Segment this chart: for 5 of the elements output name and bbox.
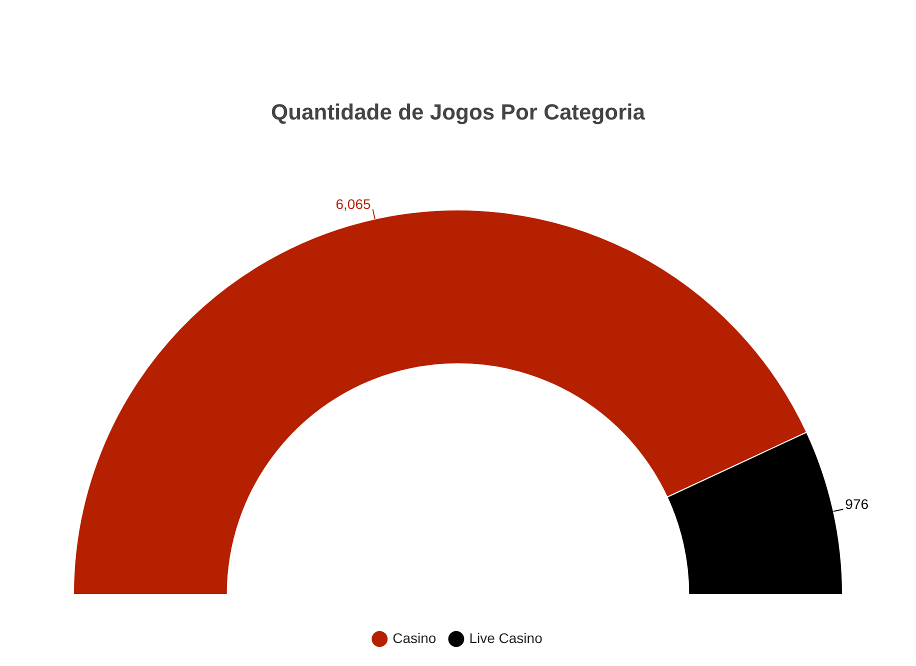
legend-label: Casino bbox=[392, 630, 436, 646]
legend-label: Live Casino bbox=[469, 630, 543, 646]
chart-title: Quantidade de Jogos Por Categoria bbox=[270, 99, 646, 124]
data-label: 6,065 bbox=[336, 196, 371, 212]
data-label: 976 bbox=[845, 496, 869, 512]
